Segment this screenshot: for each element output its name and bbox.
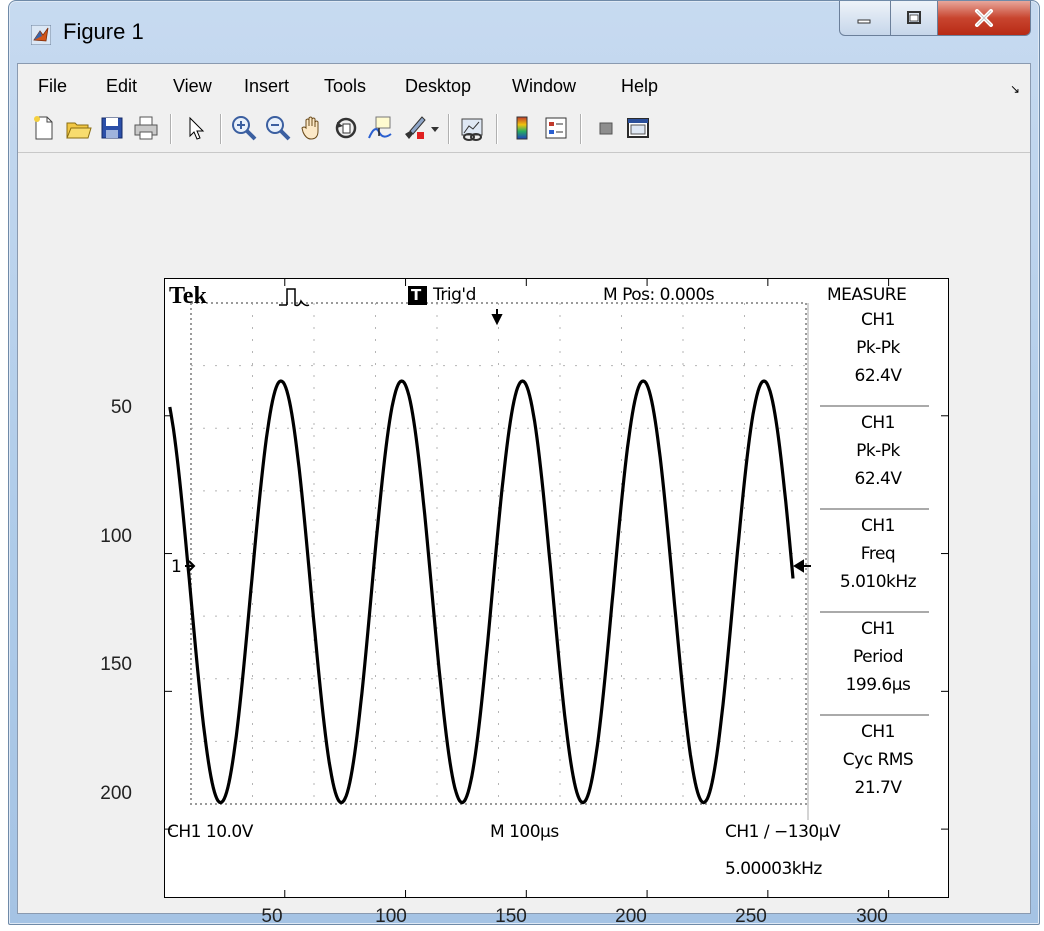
brush-icon[interactable] <box>400 114 428 142</box>
y-tick-label: 150 <box>100 654 132 675</box>
measurement-source: CH1 <box>861 310 895 330</box>
colorbar-icon[interactable] <box>508 114 536 142</box>
toolbar-separator <box>448 114 450 144</box>
tek-brand-logo: Tek <box>169 283 207 309</box>
pan-hand-icon[interactable] <box>298 114 326 142</box>
x-tick-label: 150 <box>495 906 527 927</box>
maximize-button[interactable] <box>891 1 938 36</box>
close-icon <box>975 9 993 27</box>
acquisition-mode-icon <box>279 288 310 307</box>
measure-title: MEASURE <box>827 285 907 305</box>
measurement-value: 62.4V <box>854 366 902 386</box>
menu-tools[interactable]: Tools <box>324 76 367 96</box>
dock-figure-icon[interactable]: ↘ <box>1009 82 1020 96</box>
close-button[interactable] <box>938 1 1031 36</box>
measurement-source: CH1 <box>861 722 895 742</box>
measurement-name: Pk-Pk <box>856 338 900 358</box>
toolbar-separator <box>170 114 172 144</box>
horizontal-position: M Pos: 0.000s <box>603 285 715 305</box>
plot-axes[interactable]: Tek T Trig'd M Pos: 0.000s MEASURE 1 CH1… <box>164 278 949 898</box>
hide-plot-tools-icon[interactable] <box>592 114 620 142</box>
ch1-waveform <box>168 379 795 805</box>
trigger-level-marker <box>793 559 811 573</box>
menu-edit[interactable]: Edit <box>106 76 138 96</box>
caption-buttons <box>839 1 1031 39</box>
measurement-value: 5.010kHz <box>839 572 917 592</box>
measurement-value: 199.6µs <box>845 675 911 695</box>
zoom-in-icon[interactable] <box>230 114 258 142</box>
link-plot-icon[interactable] <box>458 114 486 142</box>
figure-toolbar <box>18 106 1030 153</box>
trigger-badge: T <box>411 286 421 304</box>
x-tick-label: 200 <box>615 906 647 927</box>
figure-window: Figure 1 File Edit View Insert Tools Des… <box>8 0 1040 927</box>
maximize-icon <box>907 11 921 24</box>
figure-client-area: File Edit View Insert Tools Desktop Wind… <box>17 63 1031 927</box>
graticule-border <box>190 302 807 805</box>
print-icon[interactable] <box>132 114 160 142</box>
minimize-icon <box>857 19 871 24</box>
edit-plot-arrow-icon[interactable] <box>182 114 210 142</box>
matlab-icon <box>31 25 51 45</box>
trigger-status: Trig'd <box>433 285 476 305</box>
x-tick-label: 100 <box>375 906 407 927</box>
menu-desktop[interactable]: Desktop <box>405 76 472 96</box>
y-tick-label: 100 <box>100 526 132 547</box>
y-tick-label: 200 <box>100 783 132 804</box>
measurement-1: CH1 Pk-Pk 62.4V <box>808 307 948 407</box>
x-tick-label: 50 <box>261 906 283 927</box>
measurement-4: CH1 Period 199.6µs <box>808 616 948 716</box>
title-bar[interactable]: Figure 1 <box>9 1 1039 57</box>
trigger-badge-box <box>408 286 427 305</box>
axes-tick-marks <box>164 278 949 898</box>
legend-icon[interactable] <box>542 114 570 142</box>
menu-view[interactable]: View <box>173 76 212 96</box>
toolbar-separator <box>220 114 222 144</box>
trigger-position-marker <box>491 309 503 326</box>
trigger-frequency-readout: 5.00003kHz <box>725 859 822 879</box>
measurement-source: CH1 <box>861 516 895 536</box>
measure-panel <box>807 303 929 820</box>
measurement-name: Period <box>852 647 904 667</box>
channel-1-marker-label: 1 <box>171 557 182 577</box>
oscilloscope-image <box>165 279 948 897</box>
open-file-icon[interactable] <box>64 114 92 142</box>
measurement-2: CH1 Pk-Pk 62.4V <box>808 410 948 510</box>
measurement-5: CH1 Cyc RMS 21.7V <box>808 719 948 819</box>
toolbar-separator <box>496 114 498 144</box>
menu-file[interactable]: File <box>38 76 68 96</box>
zoom-out-icon[interactable] <box>264 114 292 142</box>
menu-bar: File Edit View Insert Tools Desktop Wind… <box>18 64 1030 106</box>
x-tick-label: 300 <box>856 906 888 927</box>
save-icon[interactable] <box>98 114 126 142</box>
ch1-vertical-scale: CH1 10.0V <box>167 822 253 842</box>
measurement-value: 21.7V <box>854 778 902 798</box>
brush-dropdown-icon[interactable] <box>428 114 442 142</box>
menu-insert[interactable]: Insert <box>244 76 290 96</box>
measurement-source: CH1 <box>861 619 895 639</box>
minimize-button[interactable] <box>839 1 891 36</box>
rotate-3d-icon[interactable] <box>332 114 360 142</box>
timebase-readout: M 100µs <box>490 822 559 842</box>
trigger-level-readout: CH1 ∕ −130µV <box>725 822 841 842</box>
data-cursor-icon[interactable] <box>366 114 394 142</box>
figure-canvas: Tek T Trig'd M Pos: 0.000s MEASURE 1 CH1… <box>18 153 1030 927</box>
new-figure-icon[interactable] <box>30 114 58 142</box>
window-title: Figure 1 <box>63 19 144 44</box>
show-plot-tools-icon[interactable] <box>624 114 652 142</box>
channel-ground-marker <box>185 560 196 572</box>
measurement-value: 62.4V <box>854 469 902 489</box>
measurement-3: CH1 Freq 5.010kHz <box>808 513 948 613</box>
measurement-name: Cyc RMS <box>842 750 914 770</box>
menu-help[interactable]: Help <box>621 76 659 96</box>
measurement-name: Freq <box>860 544 896 564</box>
measurement-name: Pk-Pk <box>856 441 900 461</box>
y-tick-label: 50 <box>110 397 132 418</box>
toolbar-separator <box>580 114 582 144</box>
x-tick-label: 250 <box>735 906 767 927</box>
measurement-source: CH1 <box>861 413 895 433</box>
menu-window[interactable]: Window <box>512 76 577 96</box>
